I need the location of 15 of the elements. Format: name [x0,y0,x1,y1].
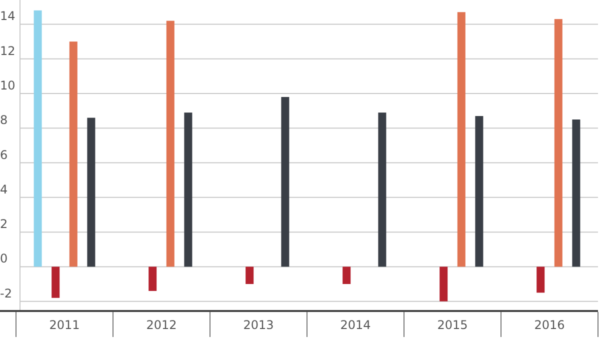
x-tick-label: 2016 [534,318,565,332]
y-tick-label: -2 [0,286,12,300]
y-tick-label: 6 [0,148,8,162]
x-tick-label: 2013 [243,318,274,332]
x-tick-label: 2015 [437,318,468,332]
x-tick-label: 2012 [146,318,177,332]
y-tick-label: 10 [0,78,16,93]
x-tick-label: 2011 [49,318,80,332]
y-tick-label: 4 [0,182,8,196]
y-tick-label: 8 [0,113,8,128]
y-tick-label: 2 [0,217,8,232]
y-tick-label: 0 [0,252,8,266]
x-tick-label: 2014 [340,318,371,332]
y-tick-label: 12 [0,44,16,58]
y-tick-label: 14 [0,9,16,24]
